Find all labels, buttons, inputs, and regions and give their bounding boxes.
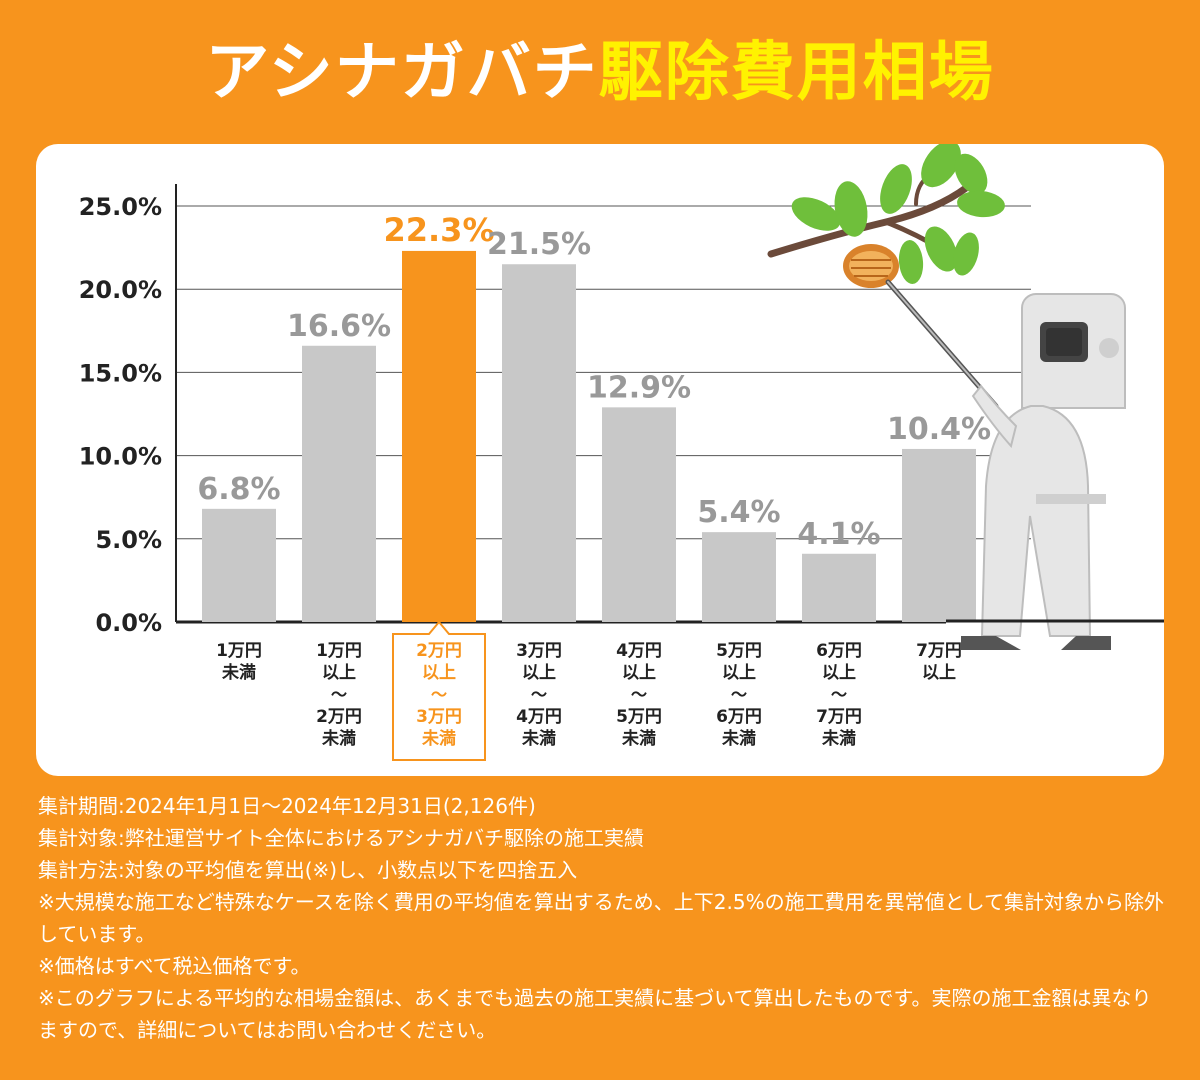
x-tick-label: 2万円: [316, 707, 362, 727]
worker-illustration: [767, 144, 1164, 650]
value-label: 5.4%: [697, 495, 780, 530]
x-tick-label: 以上: [822, 663, 856, 683]
x-tick-label: 7万円: [816, 707, 862, 727]
x-tick-label: 1万円: [216, 641, 262, 661]
wasp-nest: [843, 244, 899, 288]
value-label: 16.6%: [287, 309, 391, 344]
x-tick-label: 未満: [221, 662, 256, 683]
y-tick-label: 15.0%: [79, 359, 162, 387]
value-label: 4.1%: [797, 517, 880, 552]
y-tick-label: 0.0%: [95, 609, 162, 637]
note-target: 集計対象:弊社運営サイト全体におけるアシナガバチ駆除の施工実績: [38, 826, 644, 850]
x-tick-label: 〜: [831, 685, 847, 704]
x-tick-label: 2万円: [416, 641, 462, 661]
x-tick-label: 以上: [622, 663, 656, 683]
value-labels: 6.8% 16.6% 22.3%21.5% 12.9% 5.4% 4.1% 10.4%: [197, 211, 991, 552]
worker: [961, 293, 1126, 650]
value-label: 21.5%: [487, 227, 591, 262]
bar: [402, 250, 476, 622]
x-tick-label: 3万円: [416, 707, 462, 727]
value-label: 10.4%: [887, 412, 991, 447]
x-tick-label: 〜: [631, 685, 647, 704]
x-tick-label: 未満: [321, 728, 356, 749]
x-tick-label: 未満: [521, 728, 556, 749]
bar: [702, 532, 776, 622]
notes: 集計期間:2024年1月1日〜2024年12月31日(2,126件) 集計対象:…: [38, 790, 1168, 1046]
x-tick-label: 〜: [531, 685, 547, 704]
value-label: 22.3%: [383, 211, 494, 249]
x-tick-label: 5万円: [716, 641, 762, 661]
bar: [302, 345, 376, 622]
bar: [902, 448, 976, 622]
x-tick-label: 〜: [731, 685, 747, 704]
x-tick-label: 4万円: [516, 707, 562, 727]
x-tick-label: 未満: [421, 728, 456, 749]
x-tick-labels: 1万円未満1万円以上〜2万円未満2万円以上〜3万円未満3万円以上〜4万円未満4万…: [216, 620, 962, 761]
x-tick-label: 未満: [721, 728, 756, 749]
x-tick-label: 6万円: [816, 641, 862, 661]
x-tick-label: 〜: [431, 685, 447, 704]
bar: [602, 407, 676, 622]
y-tick-label: 25.0%: [79, 193, 162, 221]
x-tick-label: 以上: [322, 663, 356, 683]
y-tick-label: 10.0%: [79, 443, 162, 471]
x-tick-label: 7万円: [916, 641, 962, 661]
x-tick-label: 以上: [422, 663, 456, 683]
x-tick-label: 未満: [821, 728, 856, 749]
x-tick-label: 〜: [331, 685, 347, 704]
value-label: 6.8%: [197, 472, 280, 507]
x-tick-label: 以上: [522, 663, 556, 683]
bar: [502, 264, 576, 622]
x-tick-label: 6万円: [716, 707, 762, 727]
note-method: 集計方法:対象の平均値を算出(※)し、小数点以下を四捨五入: [38, 858, 578, 882]
title-yellow: 駆除費用相場: [598, 36, 995, 110]
note-period: 集計期間:2024年1月1日〜2024年12月31日(2,126件): [38, 794, 536, 818]
x-tick-label: 未満: [621, 728, 656, 749]
page-title: アシナガバチ駆除費用相場: [0, 28, 1200, 118]
x-tick-label: 以上: [722, 663, 756, 683]
x-tick-label: 5万円: [616, 707, 662, 727]
note-outlier: ※大規模な施工など特殊なケースを除く費用の平均値を算出するため、上下2.5%の施…: [38, 890, 1164, 946]
bars: [202, 250, 976, 622]
y-tick-label: 20.0%: [79, 276, 162, 304]
title-white: アシナガバチ: [205, 36, 599, 110]
highlight-label-box: [392, 620, 486, 761]
leaves: [791, 144, 1005, 284]
chart-panel: 6.8% 16.6% 22.3% 21.5% 12.9% 5.4% 4.1% 10.4% 0.…: [36, 144, 1164, 776]
y-tick-labels: 0.0% 5.0% 10.0% 15.0% 20.0% 25.0%: [79, 193, 162, 637]
bar: [202, 508, 276, 622]
bar-chart: 6.8% 16.6% 22.3%21.5% 12.9% 5.4% 4.1% 10.4% 0.…: [79, 144, 1164, 761]
x-tick-label: 以上: [922, 663, 956, 683]
x-tick-label: 4万円: [616, 641, 662, 661]
bar: [802, 553, 876, 622]
y-tick-label: 5.0%: [95, 526, 162, 554]
note-disclaimer: ※このグラフによる平均的な相場金額は、あくまでも過去の施工実績に基づいて算出した…: [38, 986, 1152, 1042]
x-tick-label: 1万円: [316, 641, 362, 661]
value-label: 12.9%: [587, 370, 691, 405]
note-tax: ※価格はすべて税込価格です。: [38, 954, 311, 978]
x-tick-label: 3万円: [516, 641, 562, 661]
